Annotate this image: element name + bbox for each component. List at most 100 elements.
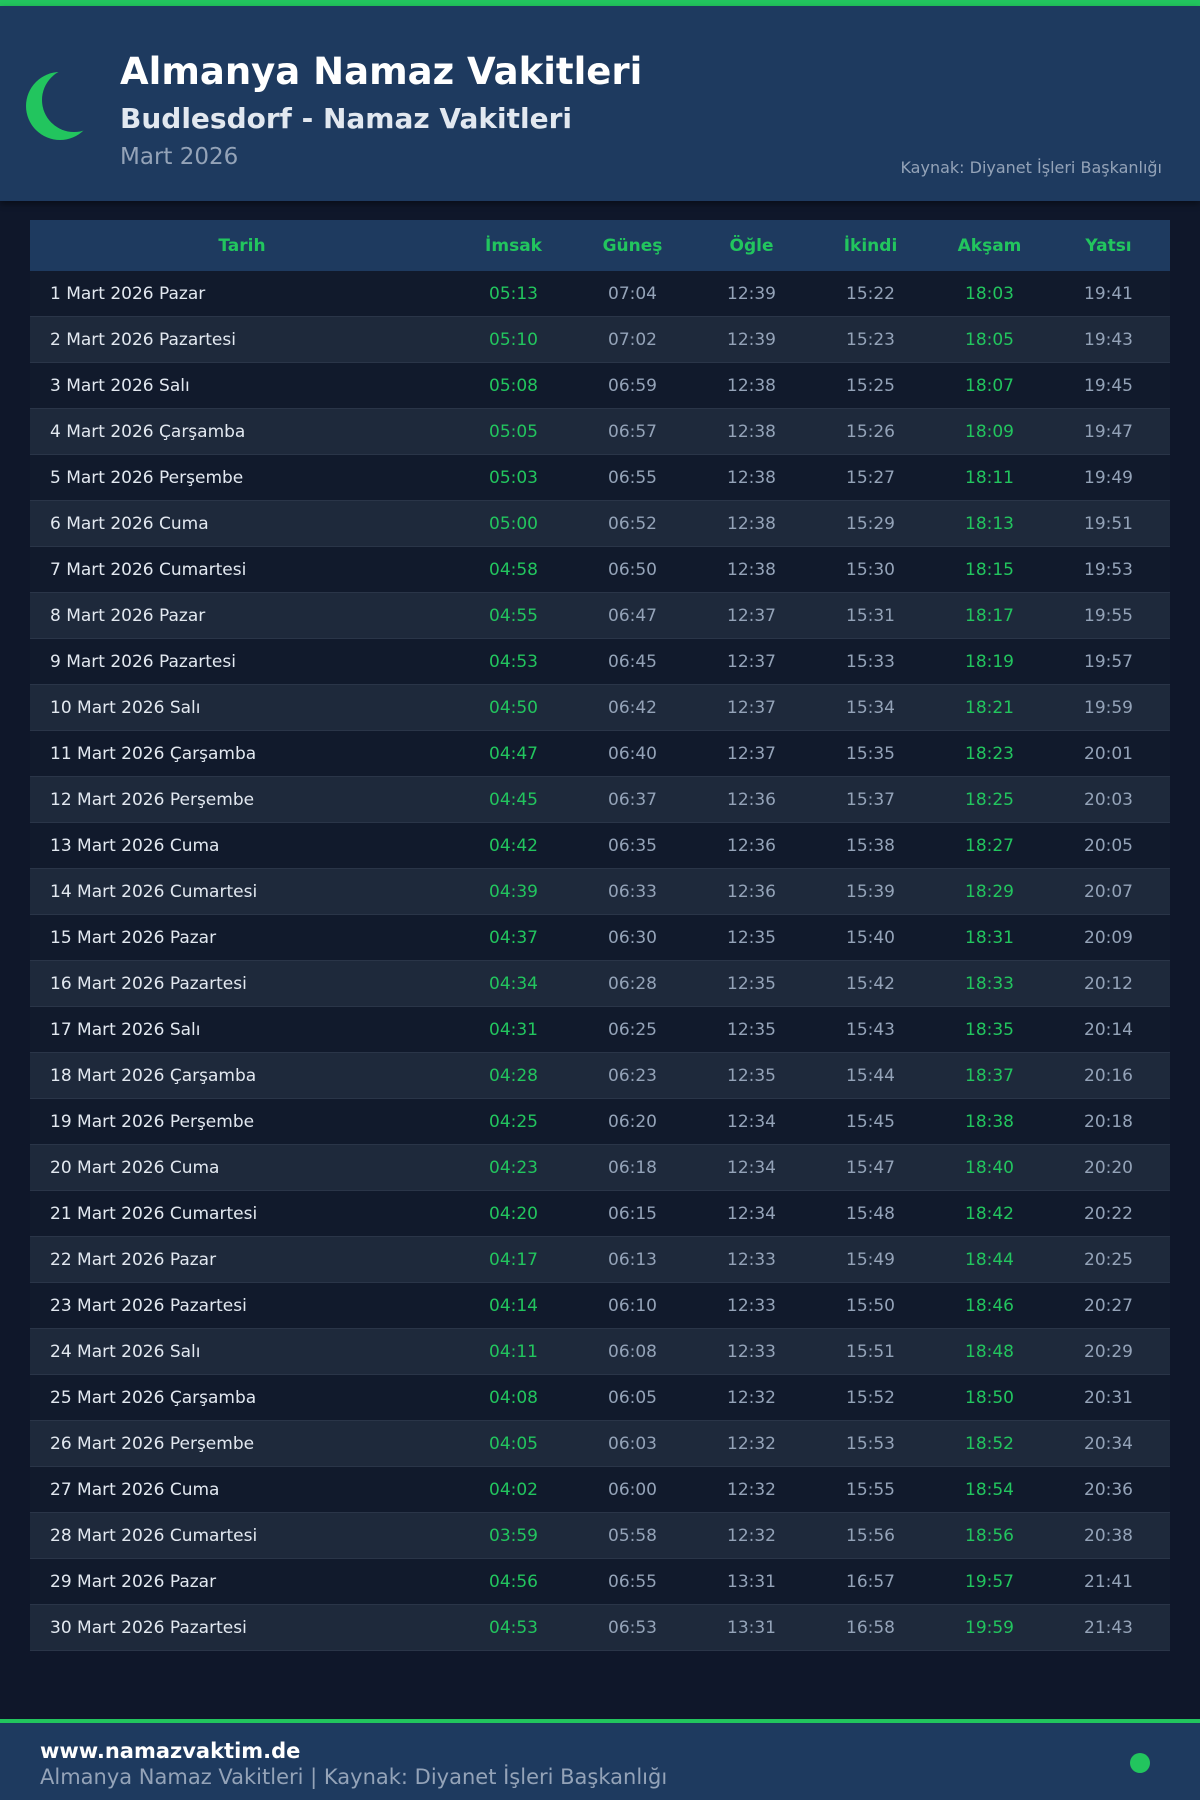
cell-aksam: 18:48 [965, 1341, 1014, 1362]
cell-date: 22 Mart 2026 Pazar [50, 1249, 217, 1270]
cell-aksam: 18:27 [965, 835, 1014, 856]
cell-date: 13 Mart 2026 Cuma [50, 835, 220, 856]
cell-aksam: 18:05 [965, 329, 1014, 350]
table-row: 9 Mart 2026 Pazartesi 04:53 06:45 12:37 15:3… [30, 639, 1170, 685]
cell-ikindi: 15:53 [846, 1433, 895, 1454]
cell-aksam: 18:54 [965, 1479, 1014, 1500]
page-subtitle: Budlesdorf - Namaz Vakitleri [120, 102, 573, 135]
cell-gunes: 06:08 [608, 1341, 657, 1362]
table-row: 4 Mart 2026 Çarşamba 05:05 06:57 12:38 15:26… [30, 409, 1170, 455]
cell-ogle: 12:37 [727, 651, 776, 672]
cell-date: 23 Mart 2026 Pazartesi [50, 1295, 247, 1316]
cell-ikindi: 15:29 [846, 513, 895, 534]
cell-ogle: 12:34 [727, 1157, 776, 1178]
table-row: 28 Mart 2026 Cumartesi 03:59 05:58 12:32 15:… [30, 1513, 1170, 1559]
table-row: 8 Mart 2026 Pazar 04:55 06:47 12:37 15:31 18:… [30, 593, 1170, 639]
cell-gunes: 05:58 [608, 1525, 657, 1546]
cell-ikindi: 15:55 [846, 1479, 895, 1500]
cell-aksam: 18:40 [965, 1157, 1014, 1178]
cell-imsak: 04:58 [489, 559, 538, 580]
cell-imsak: 04:39 [489, 881, 538, 902]
footer-text: Almanya Namaz Vakitleri | Kaynak: Diyane… [40, 1765, 668, 1789]
cell-imsak: 05:03 [489, 467, 538, 488]
table-row: 27 Mart 2026 Cuma 04:02 06:00 12:32 15:55 18:… [30, 1467, 1170, 1513]
cell-imsak: 04:11 [489, 1341, 538, 1362]
cell-yatsi: 19:55 [1084, 605, 1133, 626]
cell-yatsi: 20:38 [1084, 1525, 1133, 1546]
cell-date: 30 Mart 2026 Pazartesi [50, 1617, 247, 1638]
cell-date: 24 Mart 2026 Salı [50, 1341, 201, 1362]
cell-ikindi: 15:49 [846, 1249, 895, 1270]
cell-date: 7 Mart 2026 Cumartesi [50, 559, 247, 580]
cell-ogle: 12:35 [727, 927, 776, 948]
table-row: 11 Mart 2026 Çarşamba 04:47 06:40 12:37 15:3… [30, 731, 1170, 777]
table-row: 5 Mart 2026 Perşembe 05:03 06:55 12:38 15:27… [30, 455, 1170, 501]
cell-date: 6 Mart 2026 Cuma [50, 513, 209, 534]
cell-yatsi: 20:12 [1084, 973, 1133, 994]
table-row: 6 Mart 2026 Cuma 05:00 06:52 12:38 15:29 18:1… [30, 501, 1170, 547]
table-row: 24 Mart 2026 Salı 04:11 06:08 12:33 15:51 18:… [30, 1329, 1170, 1375]
column-header-imsak: İmsak [485, 235, 542, 256]
cell-gunes: 06:37 [608, 789, 657, 810]
cell-ogle: 12:32 [727, 1387, 776, 1408]
cell-ikindi: 15:39 [846, 881, 895, 902]
cell-gunes: 07:04 [608, 283, 657, 304]
page-footer: www.namazvaktim.de Almanya Namaz Vakitle… [0, 1719, 1200, 1800]
cell-date: 12 Mart 2026 Perşembe [50, 789, 255, 810]
cell-date: 21 Mart 2026 Cumartesi [50, 1203, 258, 1224]
cell-date: 18 Mart 2026 Çarşamba [50, 1065, 257, 1086]
cell-yatsi: 20:14 [1084, 1019, 1133, 1040]
site-url: www.namazvaktim.de [40, 1739, 301, 1763]
cell-ogle: 12:34 [727, 1203, 776, 1224]
table-header: Tarih İmsak Güneş Öğle İkindi Akşam Yats… [30, 220, 1170, 271]
cell-ikindi: 16:58 [846, 1617, 895, 1638]
cell-ikindi: 15:35 [846, 743, 895, 764]
cell-ogle: 12:38 [727, 559, 776, 580]
column-header-aksam: Akşam [957, 235, 1022, 256]
cell-gunes: 06:57 [608, 421, 657, 442]
cell-aksam: 18:38 [965, 1111, 1014, 1132]
cell-ikindi: 15:45 [846, 1111, 895, 1132]
cell-gunes: 06:18 [608, 1157, 657, 1178]
cell-aksam: 18:50 [965, 1387, 1014, 1408]
table-row: 10 Mart 2026 Salı 04:50 06:42 12:37 15:34 18:… [30, 685, 1170, 731]
cell-aksam: 18:03 [965, 283, 1014, 304]
cell-yatsi: 19:45 [1084, 375, 1133, 396]
cell-imsak: 05:13 [489, 283, 538, 304]
cell-date: 28 Mart 2026 Cumartesi [50, 1525, 258, 1546]
page-header: Almanya Namaz Vakitleri Budlesdorf - Nam… [0, 6, 1200, 201]
cell-ogle: 12:37 [727, 697, 776, 718]
cell-date: 5 Mart 2026 Perşembe [50, 467, 244, 488]
cell-imsak: 05:10 [489, 329, 538, 350]
cell-gunes: 06:10 [608, 1295, 657, 1316]
cell-ikindi: 15:43 [846, 1019, 895, 1040]
cell-gunes: 07:02 [608, 329, 657, 350]
cell-ogle: 12:33 [727, 1295, 776, 1316]
cell-ikindi: 15:40 [846, 927, 895, 948]
table-row: 17 Mart 2026 Salı 04:31 06:25 12:35 15:43 18:… [30, 1007, 1170, 1053]
cell-ogle: 12:32 [727, 1479, 776, 1500]
cell-gunes: 06:52 [608, 513, 657, 534]
cell-ikindi: 15:30 [846, 559, 895, 580]
cell-imsak: 04:20 [489, 1203, 538, 1224]
cell-date: 17 Mart 2026 Salı [50, 1019, 201, 1040]
cell-ikindi: 15:42 [846, 973, 895, 994]
cell-imsak: 04:31 [489, 1019, 538, 1040]
cell-imsak: 04:23 [489, 1157, 538, 1178]
cell-aksam: 19:59 [965, 1617, 1014, 1638]
cell-yatsi: 20:09 [1084, 927, 1133, 948]
cell-date: 27 Mart 2026 Cuma [50, 1479, 220, 1500]
cell-imsak: 05:05 [489, 421, 538, 442]
cell-gunes: 06:23 [608, 1065, 657, 1086]
cell-ogle: 12:38 [727, 467, 776, 488]
cell-date: 9 Mart 2026 Pazartesi [50, 651, 236, 672]
cell-imsak: 04:50 [489, 697, 538, 718]
cell-gunes: 06:33 [608, 881, 657, 902]
cell-aksam: 18:11 [965, 467, 1014, 488]
cell-yatsi: 20:25 [1084, 1249, 1133, 1270]
cell-imsak: 05:00 [489, 513, 538, 534]
table-row: 7 Mart 2026 Cumartesi 04:58 06:50 12:38 15:3… [30, 547, 1170, 593]
table-row: 22 Mart 2026 Pazar 04:17 06:13 12:33 15:49 18… [30, 1237, 1170, 1283]
cell-yatsi: 19:57 [1084, 651, 1133, 672]
cell-imsak: 04:05 [489, 1433, 538, 1454]
